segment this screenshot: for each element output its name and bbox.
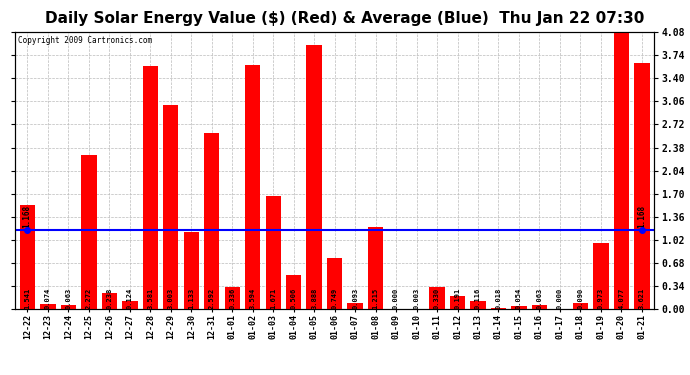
- Bar: [101, 293, 117, 309]
- Bar: [286, 275, 302, 309]
- Text: Copyright 2009 Cartronics.com: Copyright 2009 Cartronics.com: [19, 36, 152, 45]
- Text: 0.054: 0.054: [516, 288, 522, 309]
- Bar: [20, 205, 35, 309]
- Bar: [224, 286, 240, 309]
- Text: 1.541: 1.541: [24, 288, 30, 309]
- Text: 0.116: 0.116: [475, 288, 481, 309]
- Bar: [204, 133, 219, 309]
- Text: 1.671: 1.671: [270, 288, 276, 309]
- Text: 3.003: 3.003: [168, 288, 174, 309]
- Text: 0.973: 0.973: [598, 288, 604, 309]
- Text: 0.124: 0.124: [127, 288, 133, 309]
- Text: 0.000: 0.000: [393, 288, 399, 309]
- Bar: [327, 258, 342, 309]
- Text: 0.093: 0.093: [352, 288, 358, 309]
- Bar: [573, 303, 588, 309]
- Bar: [40, 304, 56, 309]
- Bar: [368, 227, 383, 309]
- Text: 1.215: 1.215: [373, 288, 379, 309]
- Bar: [491, 308, 506, 309]
- Text: 1.168: 1.168: [23, 205, 32, 228]
- Text: 3.581: 3.581: [148, 288, 153, 309]
- Bar: [511, 306, 526, 309]
- Bar: [81, 155, 97, 309]
- Text: 2.272: 2.272: [86, 288, 92, 309]
- Bar: [429, 287, 445, 309]
- Bar: [450, 296, 465, 309]
- Text: 0.191: 0.191: [455, 288, 460, 309]
- Text: 3.888: 3.888: [311, 288, 317, 309]
- Bar: [532, 305, 547, 309]
- Text: Daily Solar Energy Value ($) (Red) & Average (Blue)  Thu Jan 22 07:30: Daily Solar Energy Value ($) (Red) & Ave…: [46, 11, 644, 26]
- Bar: [593, 243, 609, 309]
- Bar: [143, 66, 158, 309]
- Text: 0.018: 0.018: [495, 288, 502, 309]
- Text: 0.749: 0.749: [332, 288, 337, 309]
- Bar: [634, 63, 649, 309]
- Bar: [471, 302, 486, 309]
- Bar: [61, 305, 76, 309]
- Text: 3.621: 3.621: [639, 288, 645, 309]
- Text: 0.000: 0.000: [557, 288, 563, 309]
- Text: 0.090: 0.090: [578, 288, 584, 309]
- Text: 2.592: 2.592: [209, 288, 215, 309]
- Text: 0.336: 0.336: [229, 288, 235, 309]
- Text: 1.168: 1.168: [638, 205, 647, 228]
- Text: 0.003: 0.003: [413, 288, 420, 309]
- Text: 1.133: 1.133: [188, 288, 195, 309]
- Text: 0.330: 0.330: [434, 288, 440, 309]
- Text: 0.074: 0.074: [45, 288, 51, 309]
- Bar: [184, 232, 199, 309]
- Bar: [613, 32, 629, 309]
- Bar: [122, 301, 137, 309]
- Text: 4.077: 4.077: [618, 288, 624, 309]
- Bar: [306, 45, 322, 309]
- Text: 3.594: 3.594: [250, 288, 256, 309]
- Bar: [245, 65, 260, 309]
- Bar: [266, 196, 281, 309]
- Bar: [163, 105, 179, 309]
- Text: 0.063: 0.063: [536, 288, 542, 309]
- Text: 0.506: 0.506: [290, 288, 297, 309]
- Bar: [348, 303, 363, 309]
- Text: 0.063: 0.063: [66, 288, 72, 309]
- Text: 0.238: 0.238: [106, 288, 112, 309]
